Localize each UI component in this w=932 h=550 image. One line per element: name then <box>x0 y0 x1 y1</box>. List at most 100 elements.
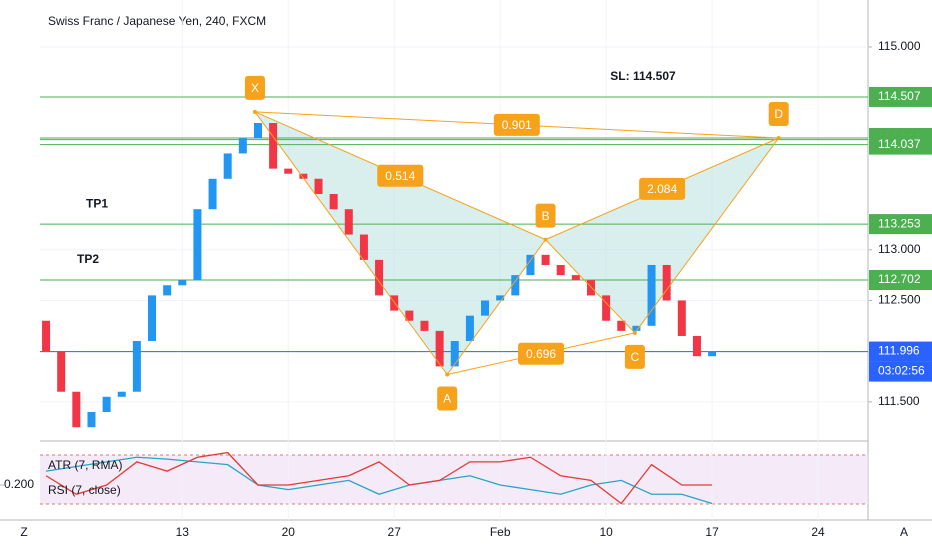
x-tick-label: 24 <box>811 525 825 539</box>
level-price-label: 112.702 <box>878 272 921 286</box>
candle <box>526 254 535 276</box>
x-tick-label: Feb <box>490 525 511 539</box>
ratio-label: 0.901 <box>502 118 532 132</box>
candle <box>269 123 278 169</box>
level-price-box <box>869 214 932 235</box>
pattern-point <box>632 330 637 335</box>
candle <box>193 209 202 281</box>
candle <box>163 285 172 296</box>
countdown: 03:02:56 <box>878 364 925 378</box>
point-label: D <box>774 107 783 121</box>
candle <box>253 123 262 139</box>
point-box <box>624 344 645 369</box>
y-tick-label: 113.000 <box>878 242 921 256</box>
ratio-box <box>639 177 686 200</box>
candle <box>148 295 157 342</box>
x-tick-label: 17 <box>705 525 719 539</box>
candle <box>708 351 717 357</box>
indicator-line <box>45 456 713 505</box>
ratio-label: 0.696 <box>526 347 556 361</box>
pattern-point <box>252 109 257 114</box>
pattern-leg <box>634 137 780 334</box>
x-tick-label: 10 <box>599 525 613 539</box>
candle <box>117 391 126 397</box>
point-label: X <box>251 81 259 95</box>
level-price-label: 114.507 <box>878 89 921 103</box>
level-note: SL: 114.507 <box>610 69 676 83</box>
candle <box>541 254 550 265</box>
right-button[interactable]: A <box>900 525 908 539</box>
level-price-box <box>869 134 932 155</box>
x-tick-label: 27 <box>388 525 402 539</box>
candle <box>178 280 187 286</box>
candle <box>87 412 96 428</box>
pattern-point <box>445 372 450 377</box>
candle <box>602 295 611 321</box>
level-price-label: 114.037 <box>878 137 921 151</box>
candle <box>390 295 399 311</box>
candle <box>359 234 368 260</box>
candle <box>329 193 338 210</box>
candle <box>238 138 247 154</box>
indicator-tick-label: 0.200 <box>4 477 34 491</box>
candle <box>465 315 474 342</box>
pattern-fill <box>545 138 779 333</box>
candle <box>496 295 505 301</box>
level-price-label: 111.996 <box>878 344 920 358</box>
level-price-box <box>869 269 932 290</box>
candle <box>571 275 580 281</box>
left-button[interactable]: Z <box>20 525 27 539</box>
candle <box>405 310 414 321</box>
indicator-line <box>45 451 713 505</box>
pattern-point <box>543 237 548 242</box>
candle <box>57 351 66 392</box>
countdown-box <box>869 361 932 382</box>
candle <box>344 209 353 235</box>
candle <box>284 168 293 174</box>
candle <box>208 178 217 210</box>
x-tick-label: 20 <box>282 525 296 539</box>
candle <box>42 320 51 352</box>
candle <box>375 259 384 296</box>
candle <box>299 173 308 179</box>
y-tick-label: 112.500 <box>878 293 921 307</box>
point-label: B <box>542 209 550 223</box>
pattern-point <box>776 136 781 141</box>
candle <box>435 330 444 367</box>
candle <box>511 275 520 296</box>
y-tick-label: 111.500 <box>878 394 920 408</box>
ratio-label: 2.084 <box>647 182 677 196</box>
pattern-leg <box>254 111 448 375</box>
ratio-box <box>518 342 565 365</box>
pattern-leg <box>545 239 636 334</box>
candle <box>450 341 459 367</box>
indicator-legend: ATR (7, RMA) <box>48 458 122 472</box>
candle <box>632 325 641 331</box>
pattern-leg <box>446 239 546 375</box>
point-box <box>437 386 458 411</box>
point-label: A <box>443 392 451 406</box>
candle <box>72 391 81 428</box>
candle <box>132 341 141 392</box>
point-box <box>768 102 789 127</box>
candle <box>692 335 701 357</box>
y-tick-label: 115.000 <box>878 39 921 53</box>
point-label: C <box>631 350 640 364</box>
level-price-box <box>869 86 932 107</box>
indicator-legend: RSI (7, close) <box>48 483 121 497</box>
point-box <box>244 75 265 100</box>
candle <box>647 264 656 326</box>
rsi-band <box>40 455 868 504</box>
candle <box>102 396 111 413</box>
pattern-fill <box>254 111 546 375</box>
candle <box>314 178 323 194</box>
level-price-label: 113.253 <box>878 216 921 230</box>
candle <box>223 153 232 179</box>
ratio-box <box>493 113 540 136</box>
candle <box>420 320 429 331</box>
point-box <box>535 203 556 228</box>
candle <box>617 320 626 331</box>
level-note: TP1 <box>86 196 108 210</box>
candle <box>677 300 686 336</box>
